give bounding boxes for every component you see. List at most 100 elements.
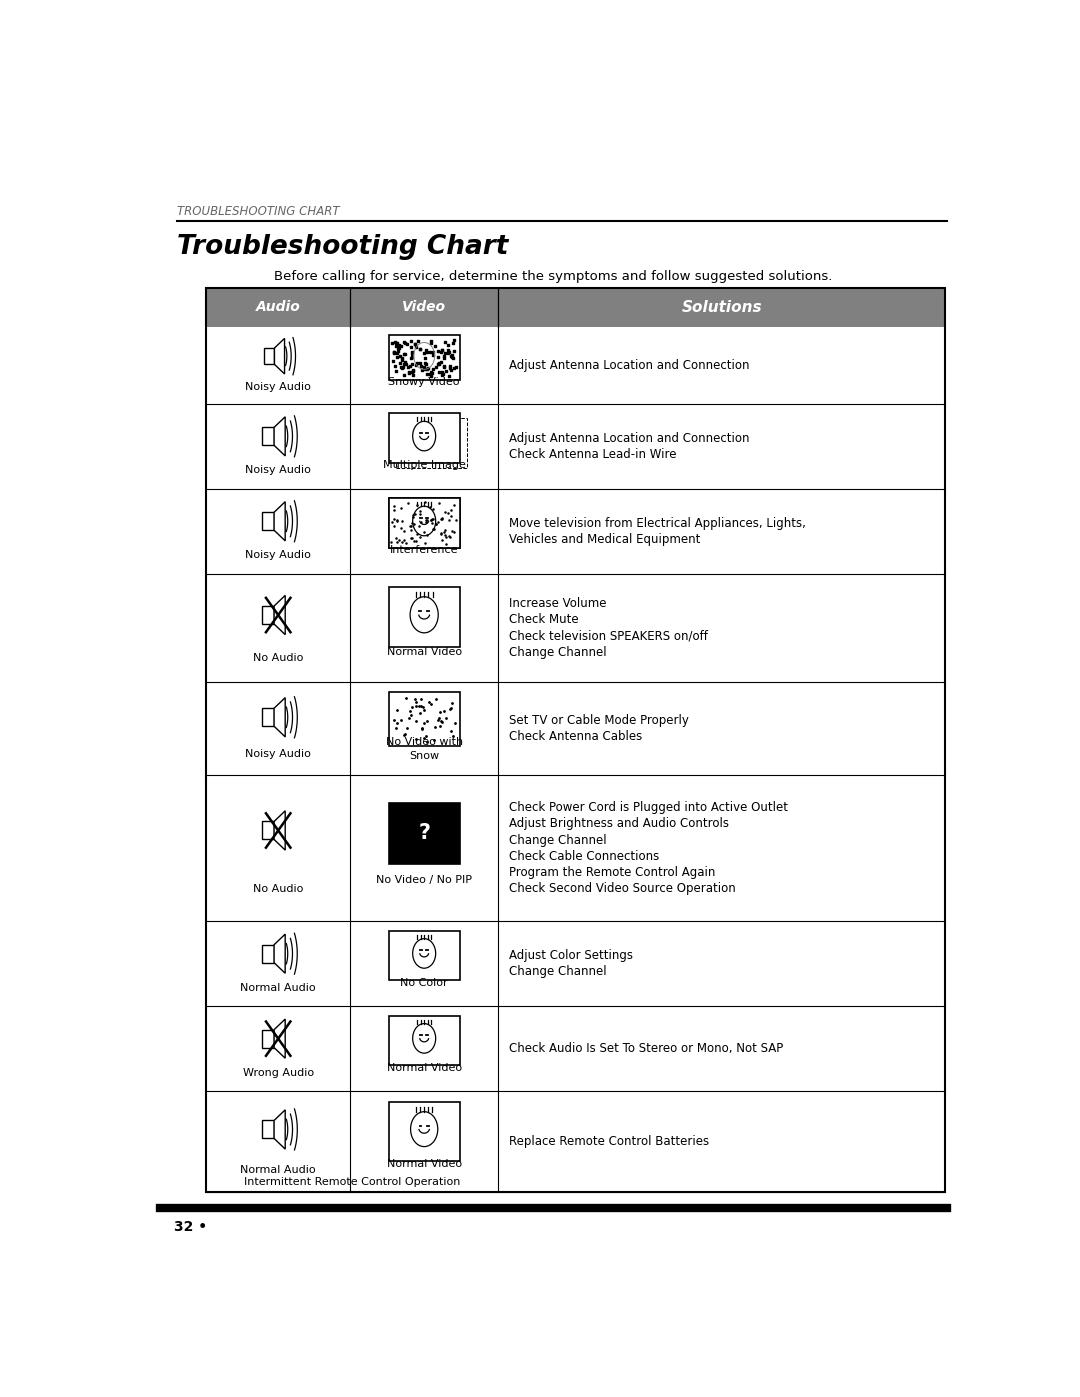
Text: Program the Remote Control Again: Program the Remote Control Again — [509, 866, 715, 879]
Point — [402, 527, 419, 549]
Point — [384, 341, 402, 363]
Point — [389, 531, 406, 553]
Point — [395, 528, 413, 550]
Point — [400, 492, 417, 514]
Text: No Audio: No Audio — [253, 884, 303, 894]
Text: Vehicles and Medical Equipment: Vehicles and Medical Equipment — [509, 534, 700, 546]
Point — [418, 509, 435, 531]
Polygon shape — [274, 935, 285, 974]
Point — [443, 359, 460, 381]
Point — [420, 690, 437, 712]
Point — [430, 352, 447, 374]
Point — [445, 332, 462, 355]
Point — [406, 332, 423, 355]
Text: Check Audio Is Set To Stereo or Mono, Not SAP: Check Audio Is Set To Stereo or Mono, No… — [509, 1042, 783, 1055]
Point — [402, 704, 419, 726]
Polygon shape — [274, 1109, 285, 1150]
Point — [416, 698, 433, 721]
Point — [415, 342, 432, 365]
Polygon shape — [262, 513, 274, 531]
Point — [422, 365, 440, 387]
Point — [407, 694, 424, 717]
Text: Normal Audio: Normal Audio — [241, 1165, 316, 1175]
Polygon shape — [262, 1030, 274, 1048]
Text: Check Antenna Lead-in Wire: Check Antenna Lead-in Wire — [509, 448, 676, 461]
Point — [390, 528, 407, 550]
Point — [436, 524, 454, 546]
Point — [418, 358, 435, 380]
Point — [411, 503, 429, 525]
Text: Snow: Snow — [409, 750, 440, 761]
Point — [414, 359, 431, 381]
Point — [388, 711, 405, 733]
Bar — [389, 930, 460, 981]
Point — [441, 365, 458, 387]
Text: Troubleshooting Chart: Troubleshooting Chart — [177, 235, 509, 260]
Point — [391, 345, 408, 367]
Point — [429, 346, 446, 369]
Point — [433, 365, 450, 387]
Point — [417, 353, 434, 376]
Point — [404, 506, 421, 528]
Point — [417, 532, 434, 555]
Point — [393, 356, 410, 379]
Text: Set TV or Cable Mode Properly: Set TV or Cable Mode Properly — [509, 714, 689, 726]
Point — [424, 499, 442, 521]
Bar — [389, 414, 460, 462]
Point — [392, 708, 409, 731]
Point — [388, 332, 405, 355]
Point — [437, 707, 455, 729]
Point — [432, 522, 449, 545]
Bar — [206, 288, 945, 1192]
Point — [440, 338, 457, 360]
Point — [431, 701, 448, 724]
Point — [404, 503, 421, 525]
Point — [429, 339, 446, 362]
Point — [433, 507, 450, 529]
Point — [386, 342, 403, 365]
Point — [432, 351, 449, 373]
Point — [410, 527, 428, 549]
Point — [435, 355, 453, 377]
Point — [399, 717, 416, 739]
Polygon shape — [262, 1120, 274, 1139]
Bar — [206, 327, 945, 404]
Point — [388, 717, 405, 739]
Text: Solutions: Solutions — [681, 300, 762, 314]
Point — [386, 514, 403, 536]
Point — [411, 338, 429, 360]
Bar — [396, 418, 468, 468]
Point — [405, 529, 422, 552]
Point — [401, 700, 418, 722]
Point — [441, 509, 458, 531]
Point — [417, 339, 434, 362]
Point — [446, 339, 463, 362]
Point — [419, 356, 436, 379]
Point — [441, 341, 458, 363]
Point — [416, 492, 433, 514]
Point — [389, 342, 406, 365]
Point — [442, 698, 459, 721]
Point — [423, 362, 441, 384]
Point — [423, 509, 441, 531]
Point — [441, 525, 458, 548]
Point — [435, 700, 453, 722]
Polygon shape — [274, 416, 285, 455]
Point — [442, 355, 459, 377]
Point — [419, 363, 436, 386]
Point — [410, 694, 428, 717]
Text: Normal Video: Normal Video — [387, 647, 462, 657]
Point — [392, 497, 409, 520]
Point — [389, 339, 406, 362]
Point — [422, 360, 440, 383]
Point — [443, 504, 460, 527]
Polygon shape — [274, 697, 285, 736]
Point — [404, 359, 421, 381]
Point — [436, 518, 454, 541]
Text: Wrong Audio: Wrong Audio — [243, 1067, 314, 1077]
Point — [427, 513, 444, 535]
Point — [397, 532, 415, 555]
Point — [395, 344, 413, 366]
Text: Move television from Electrical Appliances, Lights,: Move television from Electrical Applianc… — [509, 517, 806, 529]
Point — [419, 524, 436, 546]
